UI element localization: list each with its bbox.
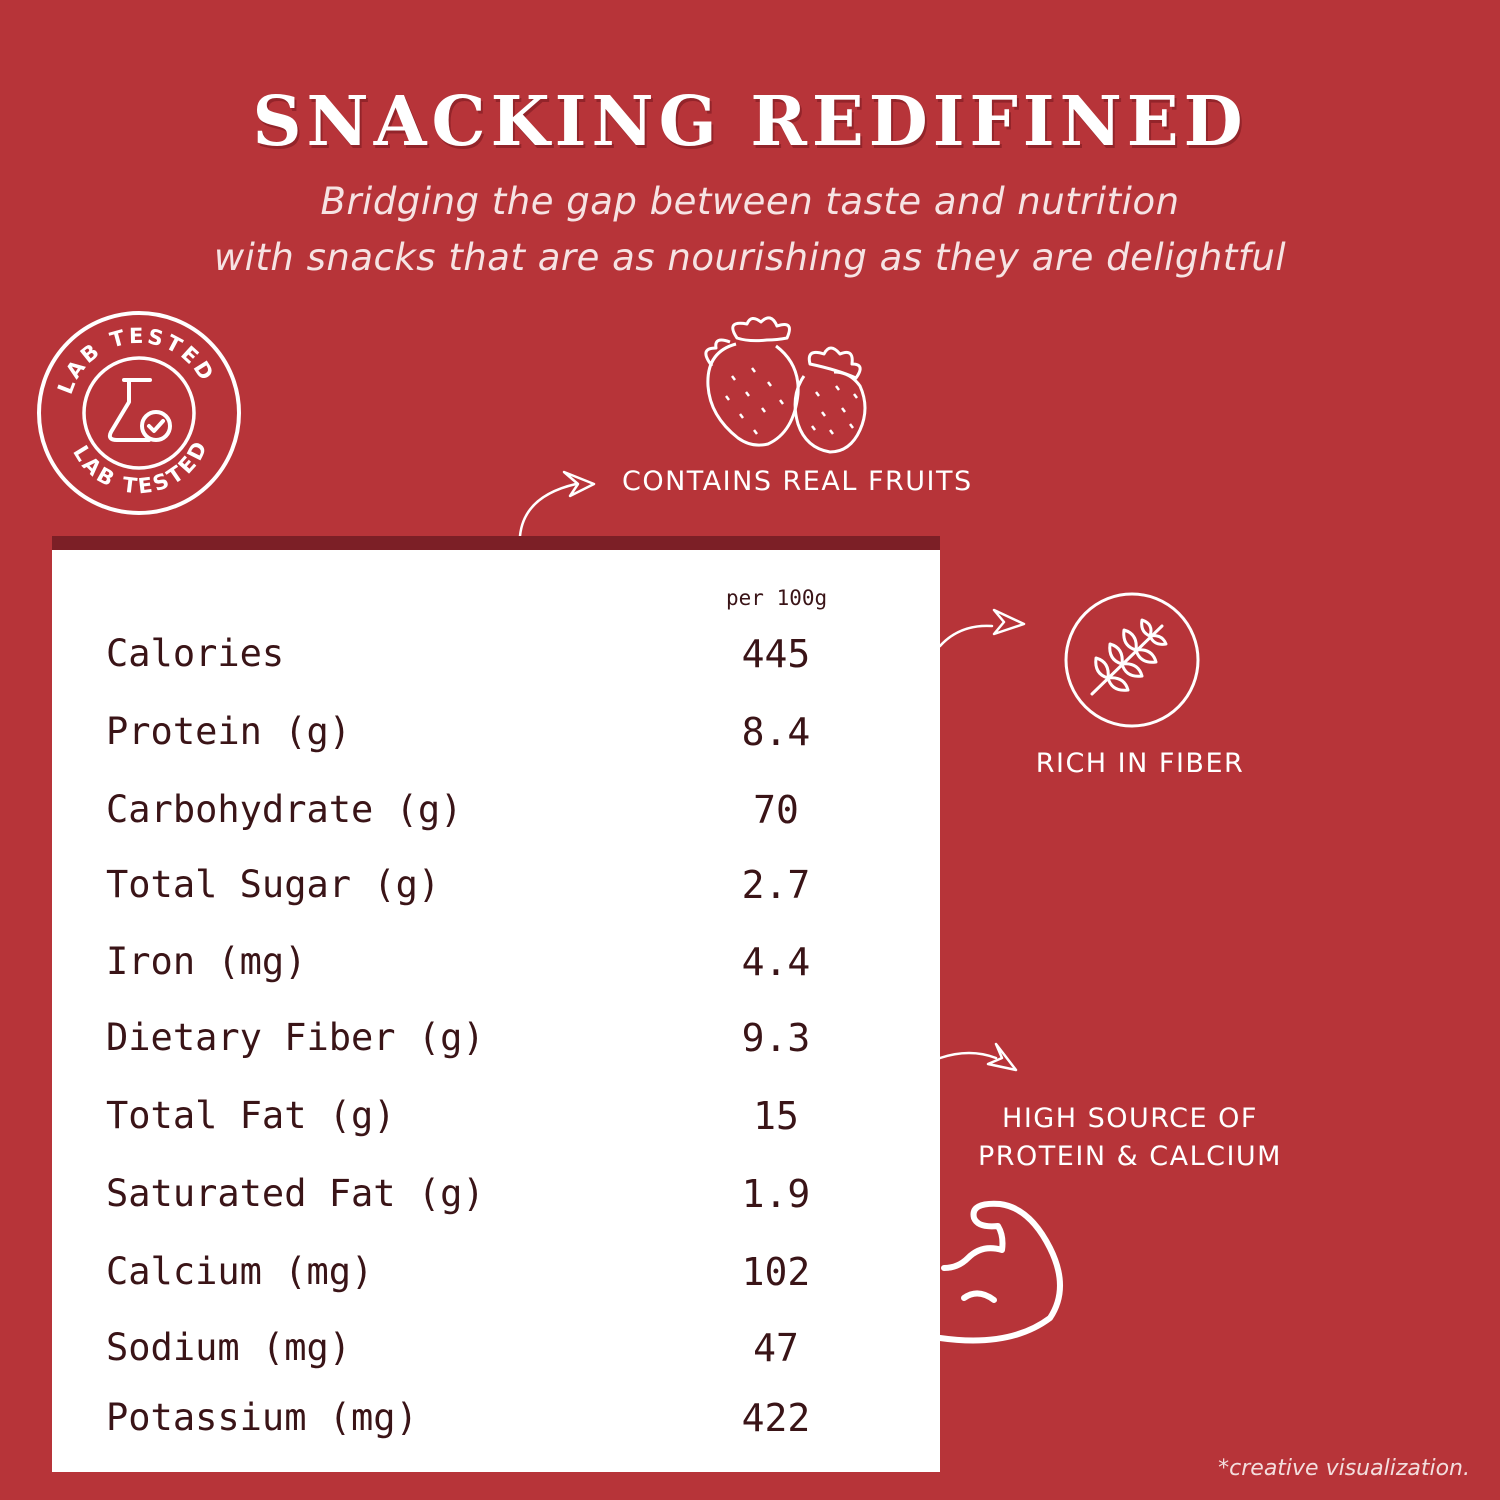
feature-label-protein-calcium: HIGH SOURCE OF PROTEIN & CALCIUM — [970, 1100, 1290, 1176]
footnote: *creative visualization. — [1218, 1456, 1470, 1481]
nutrient-name: Protein (g) — [106, 710, 352, 753]
nutrient-name: Total Sugar (g) — [106, 863, 441, 906]
nutrient-value: 4.4 — [741, 940, 811, 984]
table-row: Calories 445 — [106, 632, 906, 692]
page-title: SNACKING REDIFINED — [252, 82, 1248, 162]
nutrition-table-card — [52, 536, 940, 1472]
nutrient-name: Carbohydrate (g) — [106, 788, 463, 831]
nutrient-value: 2.7 — [741, 863, 811, 907]
feature-label-protein-line-1: HIGH SOURCE OF — [1002, 1103, 1258, 1134]
nutrient-name: Calories — [106, 632, 285, 675]
nutrient-value: 1.9 — [741, 1172, 811, 1216]
wheat-icon — [1064, 592, 1200, 728]
subtitle-line-2: with snacks that are as nourishing as th… — [213, 236, 1287, 279]
arrow-to-fiber — [938, 608, 1026, 648]
table-row: Dietary Fiber (g) 9.3 — [106, 1016, 906, 1076]
arrow-to-protein — [938, 1042, 1018, 1072]
feature-label-protein-line-2: PROTEIN & CALCIUM — [978, 1141, 1282, 1172]
table-row: Protein (g) 8.4 — [106, 710, 906, 770]
nutrient-name: Dietary Fiber (g) — [106, 1016, 485, 1059]
lab-tested-badge: LAB TESTED LAB TESTED — [37, 311, 241, 515]
nutrient-value: 445 — [741, 632, 811, 676]
table-row: Sodium (mg) 47 — [106, 1326, 906, 1386]
nutrient-name: Iron (mg) — [106, 940, 307, 983]
nutrient-value: 70 — [753, 788, 799, 832]
table-row: Calcium (mg) 102 — [106, 1250, 906, 1310]
nutrient-value: 9.3 — [741, 1016, 811, 1060]
nutrient-name: Sodium (mg) — [106, 1326, 352, 1369]
nutrient-value: 422 — [741, 1396, 811, 1440]
table-row: Total Fat (g) 15 — [106, 1094, 906, 1154]
nutrient-value: 8.4 — [741, 710, 811, 754]
table-row: Saturated Fat (g) 1.9 — [106, 1172, 906, 1232]
nutrient-value: 102 — [741, 1250, 811, 1294]
table-row: Potassium (mg) 422 — [106, 1396, 906, 1456]
nutrient-name: Potassium (mg) — [106, 1396, 418, 1439]
nutrient-name: Total Fat (g) — [106, 1094, 396, 1137]
flexed-arm-icon — [938, 1200, 1063, 1344]
table-row: Total Sugar (g) 2.7 — [106, 863, 906, 923]
subtitle-line-1: Bridging the gap between taste and nutri… — [320, 180, 1180, 223]
arrow-to-fruits — [518, 470, 596, 538]
table-row: Iron (mg) 4.4 — [106, 940, 906, 1000]
nutrient-name: Saturated Fat (g) — [106, 1172, 485, 1215]
flask-check-icon — [107, 378, 172, 442]
column-header-per-100g: per 100g — [726, 586, 828, 610]
nutrient-value: 15 — [753, 1094, 799, 1138]
feature-label-real-fruits: CONTAINS REAL FRUITS — [622, 466, 973, 497]
feature-label-rich-in-fiber: RICH IN FIBER — [1035, 748, 1245, 779]
table-row: Carbohydrate (g) 70 — [106, 788, 906, 848]
nutrient-value: 47 — [753, 1326, 799, 1370]
nutrient-name: Calcium (mg) — [106, 1250, 374, 1293]
strawberry-icon — [704, 316, 867, 454]
